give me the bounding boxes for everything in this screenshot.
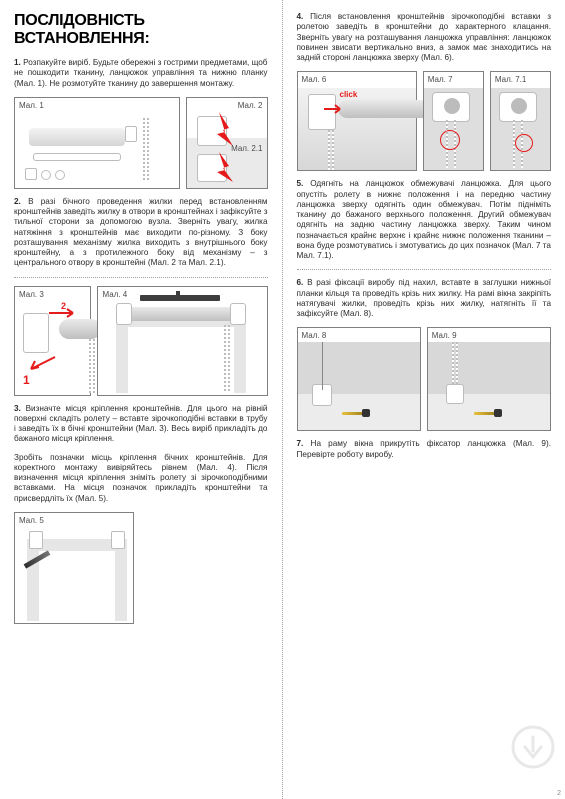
- right-column: 4. Після встановлення кронштейнів зірочк…: [283, 0, 565, 799]
- fig-label-9: Мал. 9: [432, 331, 457, 340]
- figure-6: Мал. 6 click: [297, 71, 417, 171]
- fig-label-5: Мал. 5: [19, 516, 44, 525]
- figure-9: Мал. 9: [427, 327, 551, 431]
- figure-71: Мал. 7.1: [490, 71, 551, 171]
- fig-label-1: Мал. 1: [19, 101, 44, 110]
- paragraph-2: 2. В разі бічного проведення жилки перед…: [14, 197, 268, 269]
- step-text-3a: Визначте місця кріплення кронштейнів. Дл…: [14, 404, 268, 444]
- page-title: ПОСЛІДОВНІСТЬ ВСТАНОВЛЕННЯ:: [14, 12, 268, 48]
- step-text-1: Розпакуйте виріб. Будьте обережні з гост…: [14, 58, 268, 88]
- figrow-3: Мал. 5: [14, 512, 268, 624]
- paragraph-7: 7. На раму вікна прикрутіть фіксатор лан…: [297, 439, 552, 460]
- paragraph-4: 4. Після встановлення кронштейнів зірочк…: [297, 12, 552, 63]
- separator-right: [297, 269, 552, 270]
- fig-label-8: Мал. 8: [302, 331, 327, 340]
- fig3-num2: 2: [61, 301, 66, 311]
- figrow-2: Мал. 3 2 1 Мал. 4: [14, 286, 268, 396]
- step-text-2: В разі бічного проведення жилки перед вс…: [14, 197, 268, 268]
- figure-5: Мал. 5: [14, 512, 134, 624]
- figure-1: Мал. 1: [14, 97, 180, 189]
- separator-left: [14, 277, 268, 278]
- figure-3: Мал. 3 2 1: [14, 286, 91, 396]
- figure-5-blank: [140, 512, 268, 624]
- fig-label-71: Мал. 7.1: [495, 75, 526, 84]
- fig3-num1: 1: [23, 373, 30, 387]
- paragraph-1: 1. Розпакуйте виріб. Будьте обережні з г…: [14, 58, 268, 89]
- paragraph-3a: 3. Визначте місця кріплення кронштейнів.…: [14, 404, 268, 445]
- step-text-5: Одягніть на ланцюжок обмежувачі ланцюжка…: [297, 179, 552, 260]
- figrow-1: Мал. 1 Мал. 2 Мал. 2.1: [14, 97, 268, 189]
- step-text-4: Після встановлення кронштейнів зірочкопо…: [297, 12, 552, 62]
- paragraph-6: 6. В разі фіксації виробу під нахил, вст…: [297, 278, 552, 319]
- figure-8: Мал. 8: [297, 327, 421, 431]
- step-text-3b: Зробіть позначки місць кріплення бічних …: [14, 453, 268, 503]
- step-text-7: На раму вікна прикрутіть фіксатор ланцюж…: [297, 439, 551, 458]
- step-num-5: 5.: [297, 179, 304, 188]
- step-num-4: 4.: [297, 12, 304, 21]
- figrow-5: Мал. 8 Мал. 9: [297, 327, 552, 431]
- watermark-icon: [511, 725, 555, 769]
- fig-label-7: Мал. 7: [428, 75, 453, 84]
- figure-7: Мал. 7: [423, 71, 484, 171]
- paragraph-5: 5. Одягніть на ланцюжок обмежувачі ланцю…: [297, 179, 552, 261]
- fig-label-4: Мал. 4: [102, 290, 127, 299]
- step-num-3: 3.: [14, 404, 21, 413]
- page-number: 2: [557, 790, 561, 797]
- paragraph-3b: Зробіть позначки місць кріплення бічних …: [14, 453, 268, 504]
- step-num-6: 6.: [297, 278, 304, 287]
- left-column: ПОСЛІДОВНІСТЬ ВСТАНОВЛЕННЯ: 1. Розпакуйт…: [0, 0, 283, 799]
- fig-label-2: Мал. 2: [238, 101, 263, 110]
- step-num-1: 1.: [14, 58, 21, 67]
- figure-2: Мал. 2 Мал. 2.1: [186, 97, 267, 189]
- fig-label-3: Мал. 3: [19, 290, 44, 299]
- step-num-2: 2.: [14, 197, 21, 206]
- step-text-6: В разі фіксації виробу під нахил, вставт…: [297, 278, 552, 318]
- figure-4: Мал. 4: [97, 286, 267, 396]
- step-num-7: 7.: [297, 439, 304, 448]
- fig-label-6: Мал. 6: [302, 75, 327, 84]
- click-label: click: [340, 90, 358, 99]
- figrow-4: Мал. 6 click Мал. 7: [297, 71, 552, 171]
